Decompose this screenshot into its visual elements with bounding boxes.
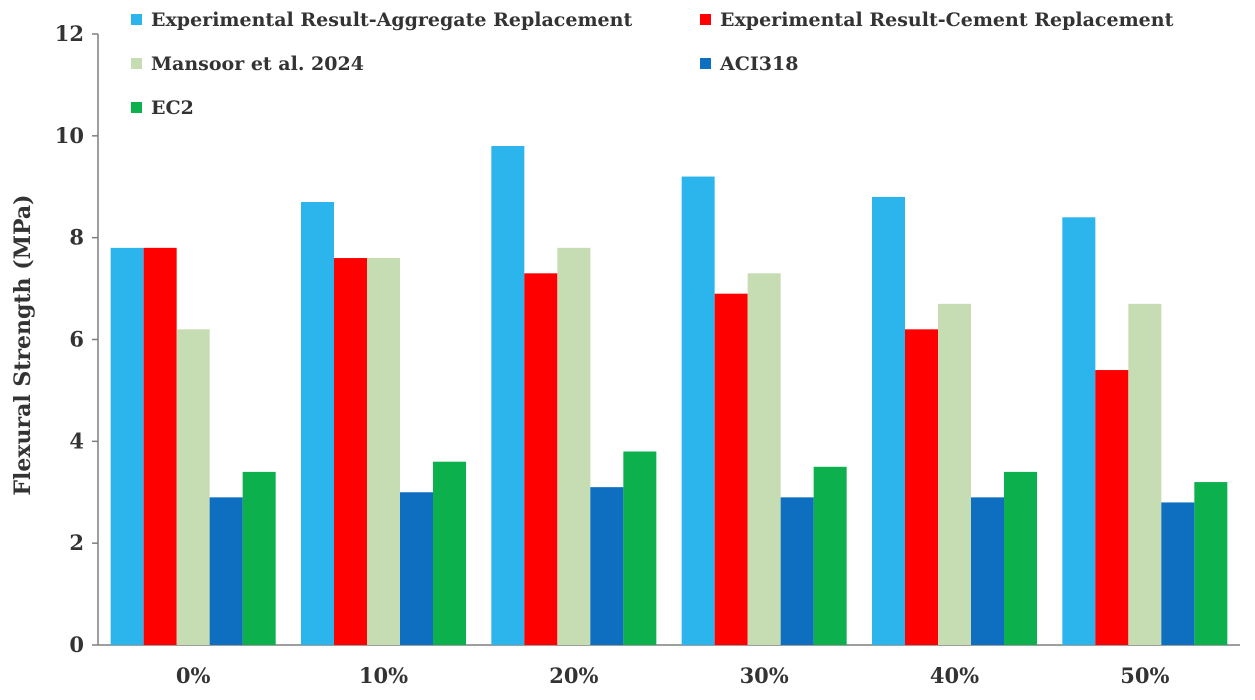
x-tick-label: 30% bbox=[740, 663, 789, 688]
bar bbox=[524, 273, 558, 645]
bar bbox=[872, 196, 905, 645]
legend-label: Experimental Result-Cement Replacement bbox=[720, 9, 1174, 31]
bar bbox=[971, 497, 1004, 645]
legend-label: ACI318 bbox=[719, 53, 798, 75]
legend-swatch bbox=[131, 58, 142, 69]
y-axis-title: Flexural Strength (MPa) bbox=[10, 194, 36, 495]
bar bbox=[1194, 482, 1228, 645]
y-tick-label: 4 bbox=[69, 428, 84, 453]
bar bbox=[1004, 471, 1037, 645]
y-tick-label: 0 bbox=[69, 632, 84, 657]
bar bbox=[780, 497, 814, 645]
y-tick-label: 10 bbox=[55, 123, 84, 148]
y-tick-label: 8 bbox=[69, 225, 84, 250]
bar bbox=[714, 293, 748, 645]
bar bbox=[557, 247, 591, 645]
bar bbox=[334, 258, 367, 645]
bar bbox=[813, 466, 847, 645]
bar bbox=[1062, 217, 1096, 646]
tick-labels: 0 2 4 6 8 10 12 0% 10% 20% 30% 40% 50% bbox=[55, 21, 1170, 688]
bar bbox=[491, 146, 525, 645]
bar bbox=[367, 258, 400, 645]
legend-swatch bbox=[131, 102, 142, 113]
bar bbox=[681, 176, 715, 646]
bar bbox=[1161, 502, 1195, 645]
bar bbox=[301, 202, 334, 645]
y-tick-label: 12 bbox=[55, 21, 84, 46]
bars bbox=[110, 146, 1228, 646]
bar bbox=[143, 247, 177, 645]
x-tick-label: 50% bbox=[1120, 663, 1169, 688]
bar bbox=[176, 329, 210, 645]
legend-label: Experimental Result-Aggregate Replacemen… bbox=[151, 9, 632, 31]
legend-swatch bbox=[131, 14, 142, 25]
x-tick-label: 40% bbox=[930, 663, 979, 688]
bar bbox=[623, 451, 657, 645]
legend-label: Mansoor et al. 2024 bbox=[151, 53, 364, 75]
bar bbox=[209, 497, 243, 645]
bar bbox=[938, 303, 971, 645]
bar bbox=[433, 461, 466, 645]
x-tick-label: 20% bbox=[549, 663, 598, 688]
bar bbox=[1095, 370, 1129, 645]
bar bbox=[1128, 303, 1162, 645]
legend-swatch bbox=[700, 58, 711, 69]
bar bbox=[905, 329, 938, 645]
legend: Experimental Result-Aggregate Replacemen… bbox=[131, 9, 1174, 119]
y-tick-label: 6 bbox=[69, 327, 84, 352]
x-tick-label: 10% bbox=[359, 663, 408, 688]
bar bbox=[242, 471, 276, 645]
bar bbox=[747, 273, 781, 645]
legend-label: EC2 bbox=[151, 97, 194, 119]
axes bbox=[92, 33, 1240, 646]
bar bbox=[110, 247, 144, 645]
legend-swatch bbox=[700, 14, 711, 25]
bar bbox=[400, 492, 433, 645]
bar bbox=[590, 487, 624, 645]
y-tick-label: 2 bbox=[69, 530, 84, 555]
x-tick-label: 0% bbox=[176, 663, 211, 688]
